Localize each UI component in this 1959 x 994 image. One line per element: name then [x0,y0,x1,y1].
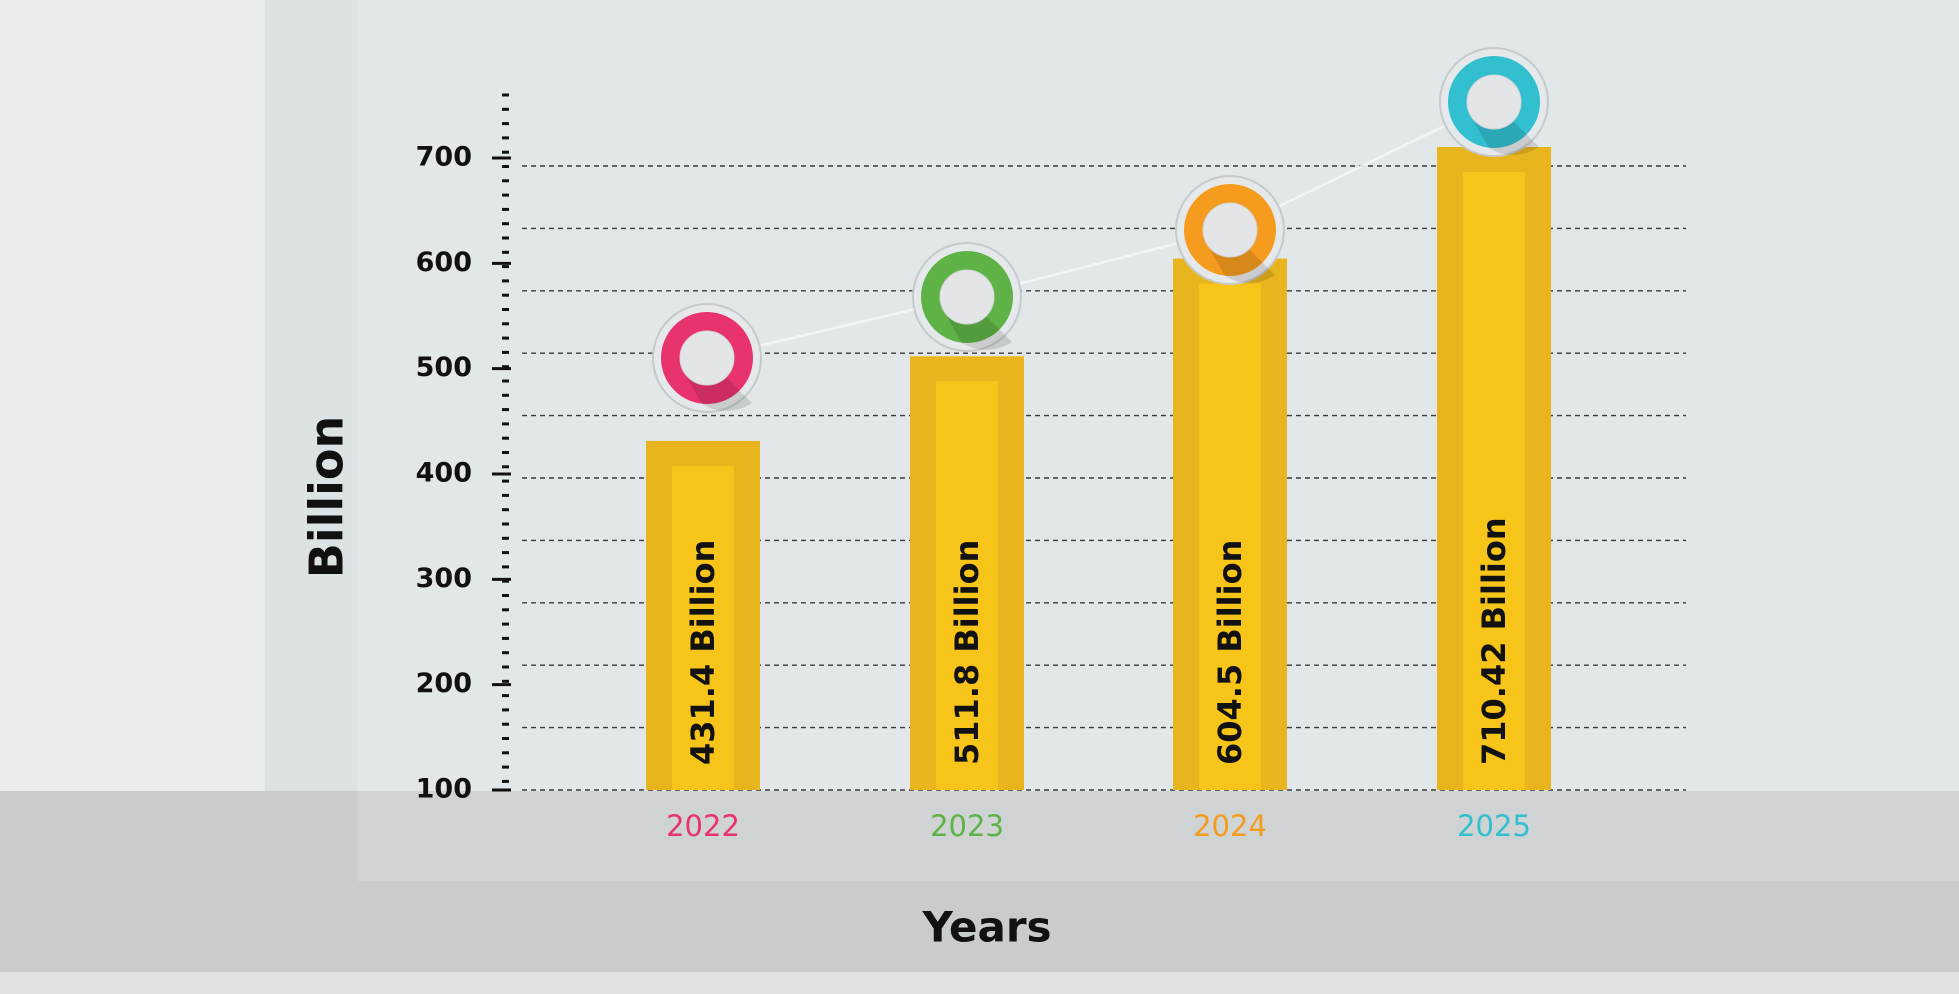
y-tick-label: 700 [416,142,472,173]
x-tick-label: 2025 [1457,809,1531,843]
bar-inner [1463,172,1525,790]
marker-shadow [1210,250,1275,283]
marker-shadow [1474,122,1539,155]
x-tick-label: 2024 [1193,809,1267,843]
bar-2022: 431.4 Billion [646,440,760,790]
bar-2023: 511.8 Billion [910,356,1024,790]
marker-2025 [1439,47,1549,157]
trend-line [706,100,1495,360]
bar-value-label: 431.4 Billion [684,540,722,765]
y-tick-label: 200 [416,668,472,699]
markers [652,47,1549,413]
marker-shadow [947,317,1012,350]
background-bottom-inner [357,791,1959,881]
y-tick-label: 400 [416,458,472,489]
bar-2025: 710.42 Billion [1437,147,1551,790]
marker-center [1202,202,1258,258]
marker-center [939,269,995,325]
marker-center [1466,74,1522,130]
y-tick-label: 600 [416,247,472,278]
bar-inner [1199,283,1261,790]
y-axis-label: Billion [300,416,354,578]
x-tick-label: 2022 [666,809,740,843]
x-tick-labels: 2022 2023 2024 2025 [666,809,1531,843]
marker-center [679,330,735,386]
marker-2022 [652,303,762,413]
bar-value-label: 710.42 Billion [1475,517,1513,765]
bar-value-label: 511.8 Billion [948,540,986,765]
bar-inner [936,381,998,790]
bar-2024: 604.5 Billion [1173,258,1287,790]
bar-inner [672,465,734,790]
x-tick-label: 2023 [930,809,1004,843]
marker-2024 [1175,175,1285,285]
y-tick-label: 500 [416,352,472,383]
y-axis: 100 200 300 400 500 600 700 [416,93,511,805]
x-axis-label: Years [921,903,1051,952]
y-tick-label: 300 [416,563,472,594]
y-tick-label: 100 [416,774,472,805]
bar-value-label: 604.5 Billion [1211,540,1249,765]
bars: 431.4 Billion 511.8 Billion 604.5 Billion 7… [646,147,1551,790]
marker-2023 [912,242,1022,352]
marker-shadow [687,378,752,411]
background-foot [0,972,1959,994]
